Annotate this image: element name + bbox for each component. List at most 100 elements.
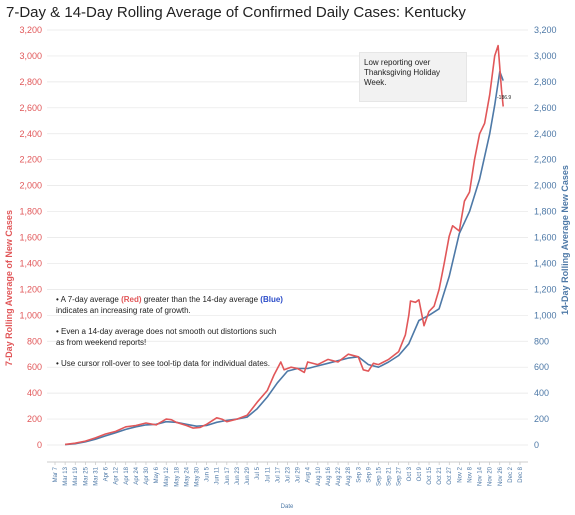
explanation-bullet-2: • Even a 14-day average does not smooth …	[56, 327, 277, 347]
x-tick-label: Oct 27	[447, 466, 453, 484]
x-tick-label: Oct 3	[407, 466, 413, 481]
x-tick-label: Jul 23	[286, 466, 292, 483]
x-tick-label: Aug 28	[346, 466, 352, 486]
right-y-tick-label: 2,200	[534, 155, 557, 165]
left-y-tick-label: 800	[27, 336, 42, 346]
right-y-tick-label: 800	[534, 336, 549, 346]
fourteen-day-average-line[interactable]	[65, 70, 504, 446]
x-tick-label: May 30	[195, 466, 201, 486]
left-y-tick-label: 1,600	[19, 233, 42, 243]
x-tick-label: Aug 4	[306, 466, 312, 482]
right-y-tick-label: 2,400	[534, 129, 557, 139]
x-tick-label: Nov 14	[478, 466, 484, 486]
x-tick-label: Sep 3	[356, 466, 362, 482]
x-tick-label: Oct 21	[437, 466, 443, 484]
left-y-tick-label: 2,400	[19, 129, 42, 139]
x-tick-label: May 24	[184, 466, 190, 486]
right-y-tick-label: 3,000	[534, 51, 557, 61]
left-y-tick-label: 0	[37, 440, 42, 450]
last-value-label: -186.9	[497, 95, 512, 101]
left-y-tick-label: 600	[27, 362, 42, 372]
right-y-tick-label: 1,400	[534, 258, 557, 268]
left-y-tick-label: 3,200	[19, 25, 42, 35]
x-tick-label: Sep 9	[366, 466, 372, 482]
right-y-axis-title: 14-Day Rolling Average New Cases	[560, 165, 570, 315]
left-y-tick-label: 2,000	[19, 181, 42, 191]
x-tick-label: Jul 17	[275, 466, 281, 483]
x-axis-title: Date	[281, 504, 294, 510]
x-tick-label: Sep 15	[376, 466, 382, 486]
left-y-axis-ticks: 0 200 400 600 800 1,000 1,200 1,400 1,600 1,800 2,…	[19, 25, 42, 450]
x-tick-label: Apr 6	[104, 466, 110, 481]
right-y-tick-label: 1,600	[534, 233, 557, 243]
right-y-tick-label: 2,800	[534, 77, 557, 87]
x-tick-label: Jun 29	[245, 466, 251, 485]
x-tick-label: Aug 10	[316, 466, 322, 486]
x-tick-label: Apr 12	[114, 466, 120, 484]
left-y-tick-label: 3,000	[19, 51, 42, 61]
right-y-tick-label: 400	[534, 388, 549, 398]
x-tick-label: Nov 8	[467, 466, 473, 482]
x-tick-label: Mar 25	[83, 466, 89, 485]
x-tick-label: Aug 16	[326, 466, 332, 486]
x-tick-label: May 6	[154, 466, 160, 483]
left-y-tick-label: 1,200	[19, 284, 42, 294]
left-y-tick-label: 1,400	[19, 258, 42, 268]
x-tick-label: Aug 22	[336, 466, 342, 486]
chart-title: 7-Day & 14-Day Rolling Average of Confir…	[6, 4, 466, 21]
x-tick-label: Sep 27	[397, 466, 403, 486]
left-y-tick-label: 2,800	[19, 77, 42, 87]
x-tick-label: Nov 20	[488, 466, 494, 486]
x-tick-label: Jul 11	[265, 466, 271, 482]
x-tick-label: Apr 24	[134, 466, 140, 484]
x-tick-label: Sep 21	[387, 466, 393, 486]
x-tick-label: Mar 13	[63, 466, 69, 485]
x-tick-label: May 12	[164, 466, 170, 486]
x-tick-label: Oct 9	[417, 466, 423, 481]
left-y-tick-label: 200	[27, 414, 42, 424]
right-y-tick-label: 200	[534, 414, 549, 424]
explanation-bullet-1: • A 7-day average (Red) greater than the…	[56, 295, 283, 315]
x-tick-label: Jun 23	[235, 466, 241, 485]
x-tick-label: Jul 29	[296, 466, 302, 483]
blue-legend-word: (Blue)	[260, 295, 283, 304]
red-legend-word: (Red)	[121, 295, 142, 304]
left-y-tick-label: 1,000	[19, 310, 42, 320]
x-tick-label: Dec 8	[518, 466, 524, 482]
x-tick-label: Apr 18	[124, 466, 130, 484]
seven-day-average-line[interactable]	[65, 44, 504, 446]
right-y-tick-label: 3,200	[534, 25, 557, 35]
right-y-tick-label: 1,800	[534, 207, 557, 217]
x-tick-label: Jul 5	[255, 466, 261, 479]
left-y-axis-title: 7-Day Rolling Average of New Cases	[4, 210, 14, 366]
series-lines[interactable]	[65, 44, 504, 446]
left-y-tick-label: 2,200	[19, 155, 42, 165]
right-y-tick-label: 600	[534, 362, 549, 372]
x-tick-label: Mar 19	[73, 466, 79, 485]
x-tick-label: Jun 5	[205, 466, 211, 481]
annotation-text: Low reporting over Thanksgiving Holiday …	[364, 58, 441, 87]
left-y-tick-label: 2,600	[19, 103, 42, 113]
x-tick-label: May 18	[174, 466, 180, 486]
explanation-bullet-3: • Use cursor roll-over to see tool-tip d…	[56, 359, 271, 368]
x-tick-label: Mar 31	[93, 466, 99, 485]
x-tick-label: Apr 30	[144, 466, 150, 484]
x-tick-label: Jun 17	[225, 466, 231, 485]
right-y-tick-label: 2,600	[534, 103, 557, 113]
x-tick-label: Jun 11	[215, 466, 221, 484]
x-tick-label: Mar 7	[53, 466, 59, 482]
x-tick-label: Oct 15	[427, 466, 433, 484]
x-tick-label: Dec 2	[508, 466, 514, 482]
right-y-axis-ticks: 0 200 400 600 800 1,000 1,200 1,400 1,600 1,800 2,…	[534, 25, 557, 450]
right-y-tick-label: 1,000	[534, 310, 557, 320]
x-axis-ticks: Mar 7 Mar 13 Mar 19 Mar 25 Mar 31 Apr 6 Apr 12…	[53, 462, 524, 487]
annotation-box: Low reporting over Thanksgiving Holiday …	[359, 52, 467, 102]
left-y-tick-label: 1,800	[19, 207, 42, 217]
explanation-text: • A 7-day average (Red) greater than the…	[56, 294, 286, 379]
x-tick-label: Nov 26	[498, 466, 504, 486]
right-y-tick-label: 1,200	[534, 284, 557, 294]
x-tick-label: Nov 2	[457, 466, 463, 482]
right-y-tick-label: 0	[534, 440, 539, 450]
left-y-tick-label: 400	[27, 388, 42, 398]
